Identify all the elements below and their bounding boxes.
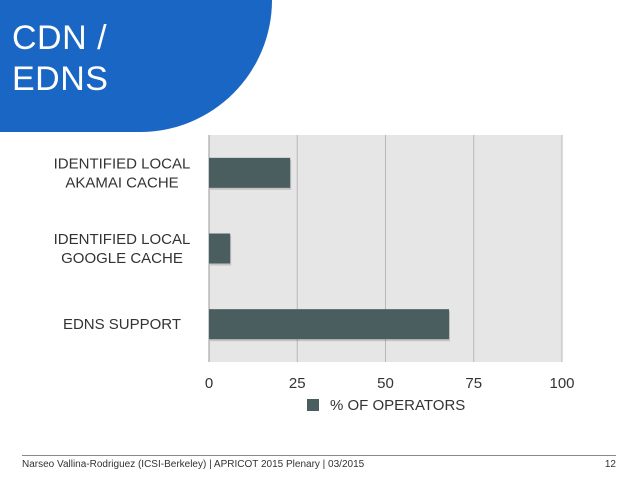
x-tick-label: 25 (289, 375, 306, 392)
slide-title-line: EDNS (12, 60, 109, 98)
page-number: 12 (604, 459, 616, 470)
title-background: CDN / EDNS (0, 0, 272, 132)
category-label: GOOGLE CACHE (61, 250, 183, 267)
category-label: IDENTIFIED LOCAL (54, 155, 191, 172)
legend-swatch (307, 399, 319, 411)
category-label: AKAMAI CACHE (65, 174, 178, 191)
bar (209, 157, 291, 188)
x-tick-label: 50 (377, 375, 394, 392)
footer-credits: Narseo Vallina-Rodriguez (ICSI-Berkeley)… (22, 459, 365, 470)
x-tick-label: 100 (549, 375, 574, 392)
x-tick-label: 0 (205, 375, 213, 392)
bar (209, 309, 450, 340)
legend-label: % OF OPERATORS (330, 397, 465, 414)
slide-title-line: CDN / (12, 19, 108, 57)
category-label: IDENTIFIED LOCAL (54, 231, 191, 248)
footer: Narseo Vallina-Rodriguez (ICSI-Berkeley)… (22, 455, 616, 470)
slide-title: CDN / EDNS (12, 18, 108, 100)
category-label: EDNS SUPPORT (63, 316, 181, 333)
bar (209, 233, 231, 264)
x-tick-label: 75 (465, 375, 482, 392)
